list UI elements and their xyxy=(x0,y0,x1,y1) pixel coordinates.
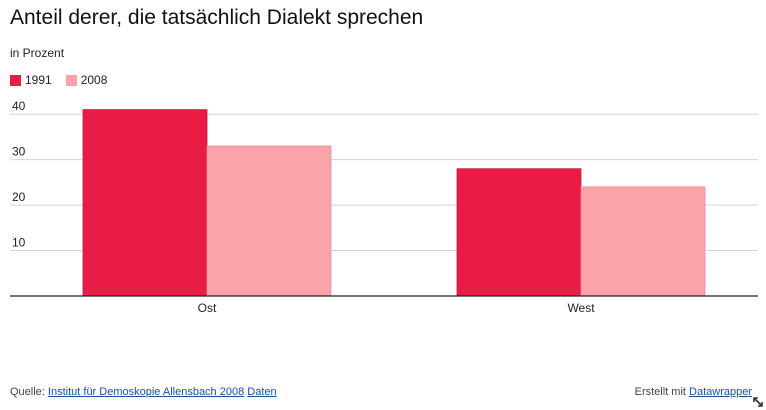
bar-west-1991 xyxy=(456,168,582,297)
legend-label-1991: 1991 xyxy=(25,73,52,87)
data-link[interactable]: Daten xyxy=(247,386,277,398)
legend-label-2008: 2008 xyxy=(80,73,108,87)
legend-item-2008: 2008 xyxy=(65,73,108,87)
y-tick-label: 20 xyxy=(12,190,26,204)
bar-ost-1991 xyxy=(82,109,208,297)
chart-subtitle: in Prozent xyxy=(10,46,65,60)
x-tick-label-ost: Ost xyxy=(198,301,217,315)
legend-swatch-2008 xyxy=(65,74,77,86)
bar-ost-2008 xyxy=(206,145,332,297)
bars xyxy=(82,109,706,297)
legend-item-1991: 1991 xyxy=(10,73,52,87)
datawrapper-link[interactable]: Datawrapper xyxy=(689,386,752,398)
chart-title: Anteil derer, die tatsächlich Dialekt sp… xyxy=(10,6,424,29)
x-tick-label-west: West xyxy=(567,301,595,315)
bar-west-2008 xyxy=(580,186,706,297)
legend-swatch-1991 xyxy=(10,74,21,86)
legend: 1991 2008 xyxy=(10,73,107,87)
y-tick-label: 40 xyxy=(12,99,26,113)
y-tick-label: 10 xyxy=(12,236,26,250)
source-link[interactable]: Institut für Demoskopie Allensbach 2008 xyxy=(47,386,245,398)
y-axis-ticks: 10 20 30 40 xyxy=(12,99,26,249)
source-note: Quelle: Institut für Demoskopie Allensba… xyxy=(10,386,277,398)
x-axis-labels: Ost West xyxy=(198,301,596,315)
credit-note: Erstellt mit Datawrapper xyxy=(635,386,752,398)
y-tick-label: 30 xyxy=(12,145,26,159)
credit-label: Erstellt mit xyxy=(634,386,686,398)
source-label: Quelle: xyxy=(10,386,45,398)
resize-handle-icon[interactable] xyxy=(753,397,763,407)
